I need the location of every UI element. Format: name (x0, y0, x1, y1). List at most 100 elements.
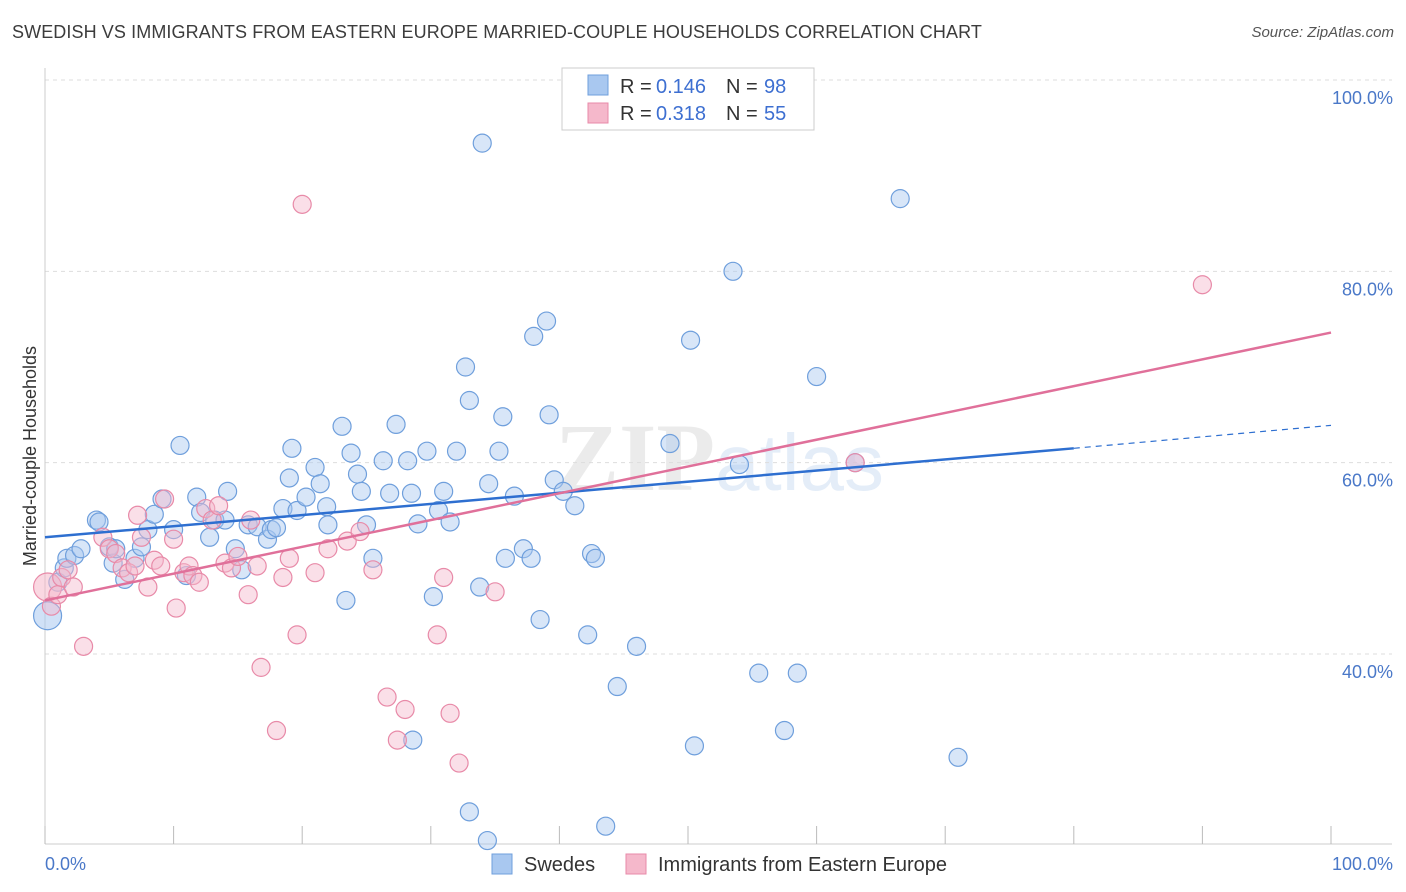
swedes-point (225, 539, 245, 559)
swedes-point (266, 518, 287, 538)
legend: R = 0.146 N = 98 R = 0.318 N = 55 (561, 67, 815, 131)
immigrants-point (247, 556, 267, 576)
swedes-point (626, 636, 647, 656)
immigrants-point (166, 598, 186, 618)
immigrants-point (305, 563, 325, 583)
legend-r-value-2: 0.318 (656, 103, 706, 125)
swedes-point (479, 474, 499, 494)
swedes-point (282, 438, 302, 458)
trend-lines (44, 331, 1332, 602)
swedes-point (578, 625, 598, 645)
immigrants-trend-line (44, 331, 1332, 602)
swedes-trend-extension (1073, 424, 1332, 449)
x-tick-label: 100.0% (1332, 854, 1393, 874)
immigrants-point (151, 556, 171, 576)
swedes-point (144, 504, 164, 524)
swedes-point (32, 601, 63, 631)
swedes-point (89, 512, 109, 532)
source-credit: Source: ZipAtlas.com (1251, 24, 1394, 41)
swedes-point (279, 468, 299, 488)
immigrants-point (238, 585, 258, 605)
y-tick-label: 80.0% (1342, 279, 1393, 299)
swedes-point (493, 407, 513, 427)
swedes-point (470, 577, 490, 597)
swedes-point (787, 663, 807, 683)
immigrants-point (287, 625, 307, 645)
swedes-point (585, 548, 606, 568)
immigrants-point (292, 194, 312, 214)
immigrants-point (318, 539, 338, 559)
series-immigrants-points (32, 70, 1213, 773)
immigrants-point (73, 636, 94, 656)
swedes-point (71, 539, 91, 559)
swedes-point (530, 609, 550, 630)
swedes-point (890, 189, 910, 209)
bottom-legend-swatch-immigrants (625, 853, 647, 875)
swedes-point (607, 676, 627, 697)
swedes-point (386, 414, 406, 434)
swedes-point (565, 496, 585, 516)
immigrants-point (58, 560, 78, 580)
immigrants-point (209, 496, 229, 516)
y-tick-label: 60.0% (1342, 471, 1393, 491)
swedes-point (347, 464, 368, 484)
legend-n-label-1: N = (726, 76, 758, 98)
swedes-point (200, 527, 220, 547)
legend-swatch-pink (587, 102, 609, 124)
bottom-legend-swedes: Swedes (524, 854, 595, 876)
immigrants-point (350, 521, 370, 542)
watermark-zip: ZIP (555, 404, 715, 511)
immigrants-point (202, 510, 222, 530)
legend-n-label-2: N = (726, 103, 758, 125)
swedes-point (351, 481, 371, 501)
immigrants-point (164, 529, 184, 549)
immigrants-point (449, 753, 469, 773)
immigrants-point (377, 687, 397, 707)
immigrants-point (434, 567, 454, 588)
immigrants-point (440, 703, 460, 723)
swedes-point (380, 483, 400, 503)
immigrants-point (273, 567, 293, 588)
immigrants-point (63, 577, 83, 597)
legend-r-value-1: 0.146 (656, 76, 706, 98)
swedes-point (341, 443, 361, 463)
immigrants-point (395, 699, 415, 720)
legend-r-label-1: R = (620, 76, 652, 98)
immigrants-point (427, 625, 447, 645)
swedes-point (489, 441, 509, 461)
swedes-point (296, 487, 316, 507)
swedes-point (446, 441, 467, 461)
swedes-point (125, 548, 145, 568)
immigrants-point (363, 560, 383, 580)
swedes-point (417, 441, 437, 461)
immigrants-point (1192, 275, 1213, 295)
swedes-point (774, 720, 795, 741)
swedes-point (806, 366, 827, 387)
swedes-point (434, 481, 454, 501)
swedes-point (459, 390, 479, 411)
swedes-point (948, 747, 968, 767)
immigrants-point (387, 730, 407, 750)
swedes-point (521, 548, 541, 568)
immigrants-point (131, 527, 152, 547)
swedes-point (218, 481, 238, 501)
swedes-point (495, 548, 515, 568)
immigrants-point (189, 572, 209, 592)
swedes-point (459, 802, 479, 822)
swedes-point (170, 435, 190, 456)
legend-n-value-2: 55 (764, 103, 786, 125)
swedes-point (684, 736, 705, 756)
y-tick-label: 100.0% (1332, 88, 1393, 108)
swedes-point (596, 816, 616, 836)
swedes-point (680, 330, 701, 350)
swedes-point (539, 405, 559, 425)
y-tick-label: 40.0% (1342, 662, 1393, 682)
immigrants-point (106, 543, 126, 564)
immigrants-point (251, 657, 271, 677)
chart-title: SWEDISH VS IMMIGRANTS FROM EASTERN EUROP… (12, 22, 982, 42)
bottom-legend: Swedes Immigrants from Eastern Europe (491, 853, 947, 876)
swedes-point (106, 539, 126, 559)
immigrants-point (125, 556, 145, 576)
axes (44, 68, 1392, 845)
